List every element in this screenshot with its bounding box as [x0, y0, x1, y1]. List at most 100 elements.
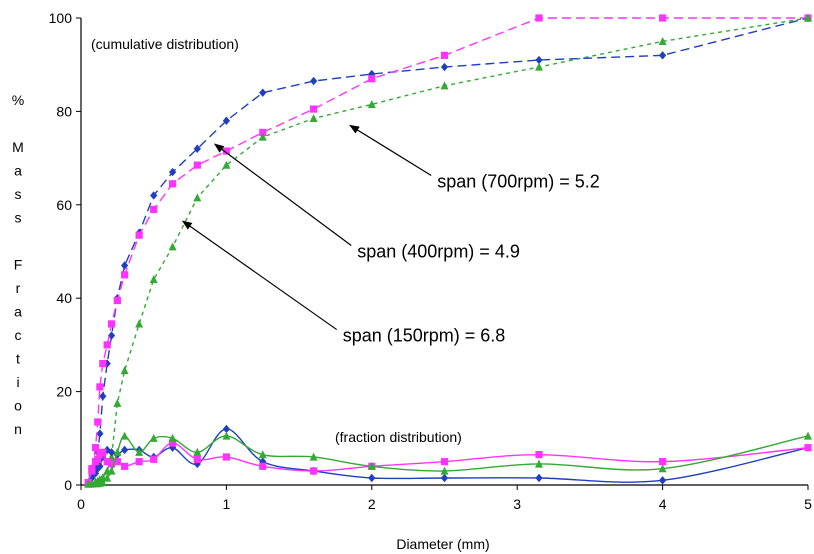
data-point — [193, 144, 201, 153]
data-point — [258, 132, 267, 141]
data-point — [103, 458, 111, 466]
y-tick-label: 80 — [56, 103, 72, 119]
data-point — [310, 467, 318, 475]
data-point — [113, 458, 121, 466]
x-tick-label: 1 — [223, 496, 231, 512]
data-point — [659, 458, 667, 466]
data-point — [659, 476, 667, 485]
data-point — [103, 473, 112, 482]
data-point — [222, 147, 230, 155]
data-point — [310, 76, 318, 86]
data-point — [804, 444, 812, 452]
x-tick-label: 2 — [368, 496, 376, 512]
data-point — [107, 331, 116, 340]
data-point — [804, 13, 812, 22]
y-tick-label: 100 — [49, 10, 73, 26]
data-point — [168, 242, 177, 251]
data-point — [259, 462, 267, 470]
data-point — [193, 447, 202, 456]
data-point — [99, 359, 107, 368]
data-point — [259, 88, 267, 97]
y-tick-label: 60 — [56, 197, 72, 213]
data-point — [658, 36, 667, 45]
data-point — [658, 464, 667, 473]
data-point — [94, 455, 102, 463]
data-point — [150, 205, 158, 214]
data-point — [107, 466, 116, 475]
y-tick-label: 0 — [64, 477, 72, 493]
data-point — [440, 466, 449, 475]
data-point — [440, 81, 449, 90]
axes — [76, 17, 809, 490]
x-tick-label: 4 — [659, 496, 667, 512]
span-callout-label: span (700rpm) = 5.2 — [437, 171, 600, 191]
y-axis-title-char: o — [14, 398, 22, 414]
data-point — [96, 383, 104, 391]
fraction-annotation: (fraction distribution) — [335, 429, 462, 445]
data-point — [107, 448, 116, 457]
x-tick-label: 5 — [804, 496, 812, 512]
data-point — [113, 296, 121, 305]
data-point — [169, 439, 177, 447]
y-axis-title-char: c — [15, 327, 22, 343]
data-point — [91, 444, 100, 452]
data-point — [535, 451, 543, 459]
callout-arrow — [181, 220, 338, 331]
callout-arrow — [213, 143, 352, 246]
data-point — [169, 180, 177, 188]
series-fraction-4 — [84, 439, 812, 487]
data-point — [535, 459, 544, 468]
data-point — [368, 75, 376, 83]
y-tick-label: 40 — [56, 290, 72, 306]
data-point — [94, 418, 102, 426]
data-point — [98, 478, 107, 487]
data-point — [99, 448, 107, 456]
data-point — [149, 275, 158, 284]
series-fraction-5 — [84, 431, 812, 488]
data-point — [96, 429, 104, 438]
y-axis-title-char: t — [16, 351, 20, 367]
data-point — [222, 431, 231, 440]
data-point — [535, 14, 543, 22]
y-axis-title-char: a — [14, 163, 22, 179]
data-point — [222, 453, 230, 461]
data-point — [135, 231, 143, 239]
y-axis-title-char: M — [12, 139, 24, 155]
x-tick-label: 3 — [513, 496, 521, 512]
data-point — [367, 99, 376, 108]
data-point — [440, 473, 449, 483]
data-point — [659, 14, 667, 22]
data-point — [113, 447, 122, 456]
cumulative-annotation: (cumulative distribution) — [91, 36, 239, 52]
data-point — [88, 467, 96, 475]
data-point — [804, 431, 812, 440]
y-axis-title-char: n — [14, 421, 22, 437]
data-point — [222, 160, 231, 169]
callout-arrow — [349, 124, 432, 176]
y-axis-title-char: F — [14, 257, 23, 273]
span-callout-label: span (150rpm) = 6.8 — [343, 326, 506, 346]
y-axis-title-char: r — [16, 280, 21, 296]
data-point — [103, 341, 111, 349]
y-axis-title-char: s — [15, 210, 22, 226]
series-line — [87, 17, 808, 483]
data-point — [440, 62, 449, 72]
data-point — [368, 473, 376, 483]
data-point — [150, 191, 158, 200]
data-point — [107, 320, 116, 328]
data-point — [120, 431, 129, 440]
data-point — [535, 473, 543, 483]
data-point — [121, 462, 129, 470]
data-point — [535, 62, 544, 71]
data-point — [440, 458, 449, 466]
data-point — [259, 128, 267, 137]
data-point — [222, 116, 230, 125]
data-point — [193, 455, 201, 463]
data-point — [309, 452, 318, 461]
data-point — [222, 424, 230, 434]
data-point — [135, 319, 144, 328]
data-point — [135, 447, 144, 456]
x-axis-title: Diameter (mm) — [396, 536, 489, 552]
